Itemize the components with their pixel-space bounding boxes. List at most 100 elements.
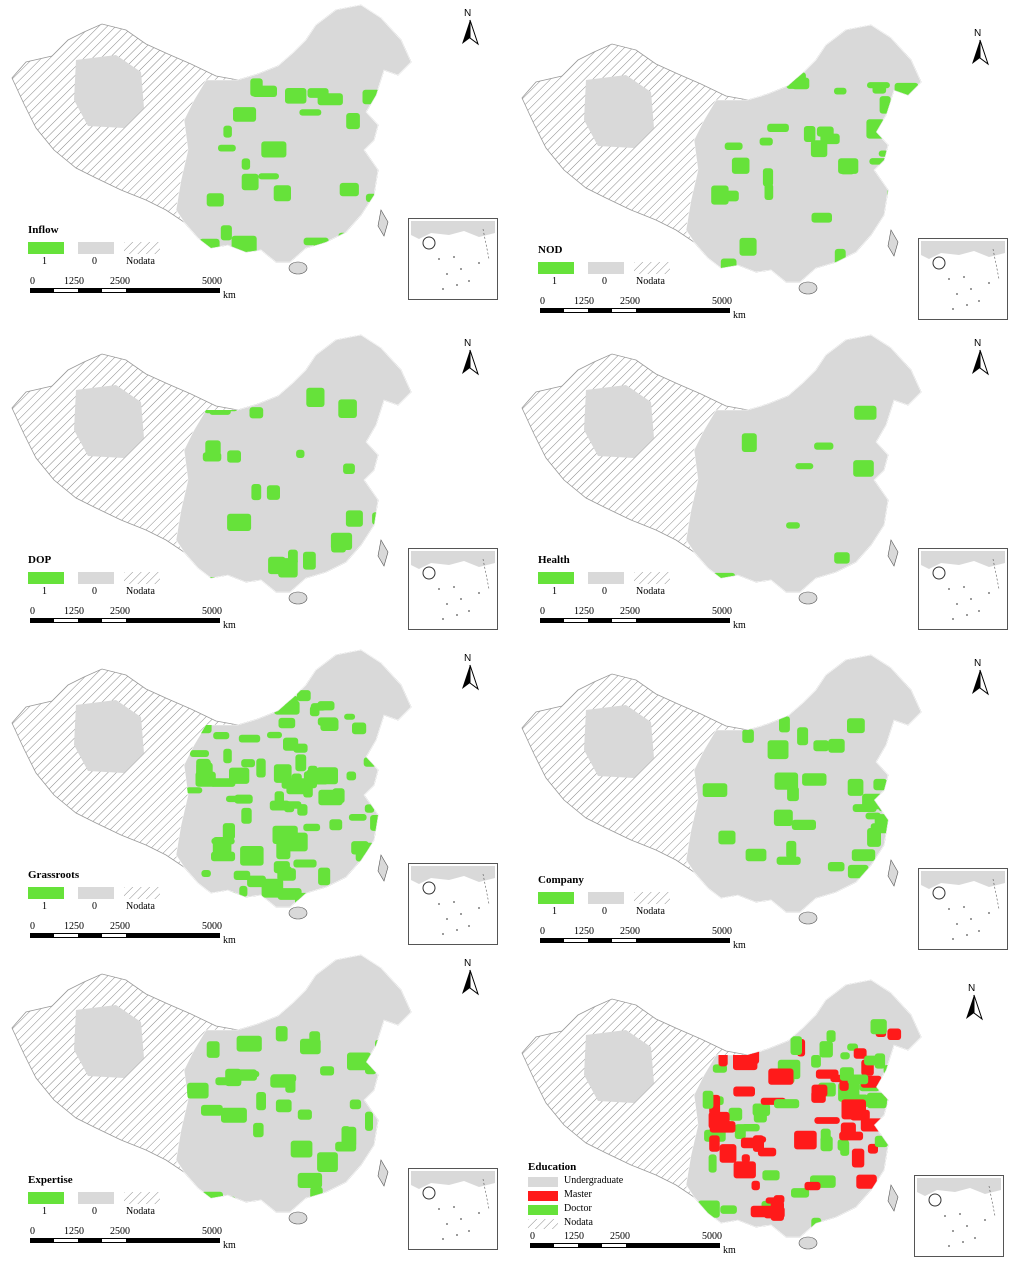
- inset-map: [917, 1178, 1001, 1247]
- region-patch: [202, 1011, 223, 1019]
- region-patch: [365, 1111, 373, 1131]
- map-panel-inflow: N Inflow 1 0 Nodata 0: [0, 0, 500, 310]
- legend-label-nodata: Nodata: [126, 1206, 155, 1217]
- region-patch: [759, 137, 773, 146]
- region-patch: [317, 717, 338, 726]
- taiwan-island: [887, 859, 899, 887]
- region-patch: [206, 193, 224, 207]
- legend-label-nodata: Nodata: [636, 906, 665, 917]
- map-panel-grassroots: N Grassroots 1 0 Nodata: [0, 645, 500, 955]
- region-patch: [773, 809, 793, 826]
- legend-swatch-0: [78, 1192, 114, 1204]
- region-patch: [864, 892, 885, 911]
- north-arrow-icon: [462, 969, 479, 996]
- region-patch: [352, 722, 367, 735]
- north-label: N: [464, 653, 472, 664]
- region-patch: [221, 1107, 247, 1123]
- region-patch: [874, 1135, 888, 1148]
- region-patch: [711, 185, 729, 205]
- region-patch: [740, 1137, 760, 1149]
- region-patch: [201, 991, 217, 1000]
- region-patch: [241, 759, 255, 768]
- legend-label-1: 1: [42, 901, 47, 912]
- region-patch: [331, 542, 346, 553]
- scale-tick: 0: [530, 1231, 535, 1242]
- region-patch: [299, 109, 322, 116]
- region-patch: [779, 716, 790, 733]
- region-patch: [370, 815, 393, 831]
- legend-swatch-nodata: [634, 572, 670, 584]
- scale-unit: km: [223, 1240, 236, 1251]
- region-patch: [372, 512, 395, 525]
- north-label: N: [974, 658, 982, 669]
- legend-title: Expertise: [28, 1174, 73, 1186]
- map-panel-education: N Education Undergraduate Master Doctor: [510, 975, 1010, 1285]
- legend-swatch-nodata: [124, 887, 160, 899]
- region-patch: [791, 819, 816, 830]
- region-patch: [250, 78, 263, 97]
- region-patch: [834, 552, 850, 564]
- region-patch: [227, 450, 241, 463]
- legend-label-nodata: Nodata: [126, 901, 155, 912]
- scale-tick: 0: [540, 296, 545, 307]
- legend-label-1: 1: [42, 256, 47, 267]
- legend-label-nodata: Nodata: [126, 586, 155, 597]
- region-patch: [864, 1055, 880, 1066]
- region-patch: [727, 66, 751, 85]
- inset-map: [411, 551, 495, 620]
- region-patch: [887, 1028, 902, 1040]
- region-patch: [697, 1200, 720, 1218]
- scale-tick: 0: [30, 1226, 35, 1237]
- region-patch: [733, 1052, 756, 1068]
- scale-unit: km: [223, 620, 236, 631]
- scale-tick: 5000: [712, 296, 732, 307]
- region-patch: [222, 823, 235, 840]
- region-patch: [219, 685, 243, 706]
- region-patch: [887, 189, 899, 208]
- map: [11, 649, 412, 920]
- north-label: N: [974, 338, 982, 349]
- region-patch: [348, 814, 367, 821]
- taiwan-island: [887, 229, 899, 257]
- legend-label-0: 0: [92, 256, 97, 267]
- scale-bar: 0 1250 2500 5000 km: [540, 926, 750, 952]
- region-patch: [741, 1124, 760, 1132]
- region-patch: [883, 216, 899, 227]
- legend-title: DOP: [28, 554, 52, 566]
- region-patch: [233, 870, 251, 880]
- region-patch: [381, 191, 406, 199]
- legend-label-0: 0: [602, 906, 607, 917]
- legend-title: Grassroots: [28, 869, 80, 881]
- south-china-sea-inset: [408, 863, 498, 945]
- scale-tick: 5000: [202, 606, 222, 617]
- scale-tick: 5000: [202, 276, 222, 287]
- legend-swatch-master: [528, 1191, 558, 1201]
- scale-tick: 5000: [712, 606, 732, 617]
- legend-swatch-nodata: [634, 892, 670, 904]
- region-patch: [310, 1186, 323, 1200]
- taiwan-island: [377, 854, 389, 882]
- region-patch: [248, 45, 265, 54]
- legend-swatch-undergraduate: [528, 1177, 558, 1187]
- legend-label-1: 1: [42, 1206, 47, 1217]
- region-patch: [870, 1019, 887, 1035]
- region-patch: [186, 787, 203, 794]
- region-patch: [811, 1090, 826, 1103]
- legend-swatch-1: [538, 262, 574, 274]
- region-patch: [837, 1139, 849, 1151]
- region-patch: [847, 778, 864, 796]
- legend-swatch-0: [78, 887, 114, 899]
- region-patch: [377, 793, 387, 805]
- region-patch: [819, 1041, 833, 1058]
- region-patch: [704, 64, 725, 83]
- scale-unit: km: [733, 620, 746, 631]
- region-patch: [767, 123, 789, 132]
- region-patch: [231, 235, 257, 256]
- region-patch: [866, 1092, 887, 1109]
- region-patch: [344, 713, 356, 720]
- legend-swatch-1: [28, 1192, 64, 1204]
- region-patch: [702, 783, 728, 797]
- region-patch: [329, 819, 343, 831]
- region-patch: [786, 522, 800, 529]
- south-china-sea-inset: [918, 548, 1008, 630]
